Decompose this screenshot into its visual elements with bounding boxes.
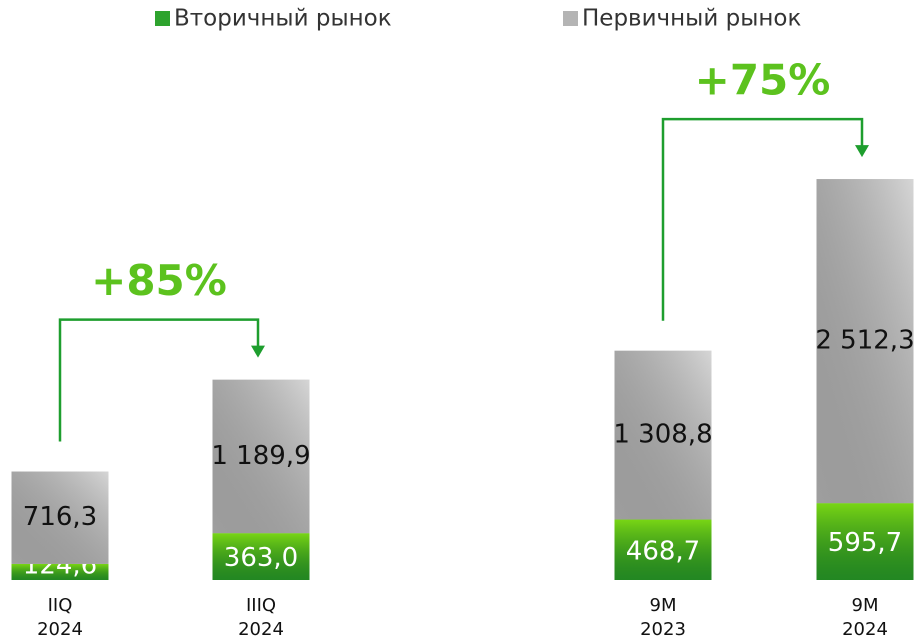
value-label: 468,7 [626, 536, 700, 566]
arrow [58, 318, 260, 442]
bar-shade [614, 519, 712, 580]
x-tick-label: IIQ [48, 595, 73, 616]
bar-shade [212, 379, 310, 534]
value-label: 363,0 [224, 543, 298, 573]
bar-shade [816, 503, 914, 580]
x-tick-label: 9M [650, 595, 677, 616]
arrow [661, 117, 864, 321]
legend-label: Вторичный рынок [174, 6, 392, 32]
legend-swatch [155, 11, 170, 26]
value-label: 716,3 [23, 502, 97, 532]
arrow-head [855, 145, 869, 158]
x-tick-label: 2024 [37, 619, 83, 640]
bar-shade [212, 533, 310, 580]
arrow-head [251, 345, 265, 358]
bar-shade [614, 350, 712, 520]
value-label: 1 189,9 [211, 441, 310, 471]
x-tick-label: 2024 [842, 619, 888, 640]
legend-label: Первичный рынок [582, 6, 801, 32]
x-tick-label: IIIQ [246, 595, 276, 616]
x-tick-label: 2024 [238, 619, 284, 640]
value-label: 595,7 [828, 528, 902, 558]
bar-shade [11, 563, 109, 580]
bar-shade [816, 179, 914, 504]
legend-swatch [563, 11, 578, 26]
value-label: 1 308,8 [613, 420, 712, 450]
value-label: 2 512,3 [815, 326, 914, 356]
annotation: +85% [91, 256, 227, 305]
x-tick-label: 9M [852, 595, 879, 616]
bar-shade [11, 471, 109, 564]
annotation: +75% [695, 56, 831, 105]
x-tick-label: 2023 [640, 619, 686, 640]
